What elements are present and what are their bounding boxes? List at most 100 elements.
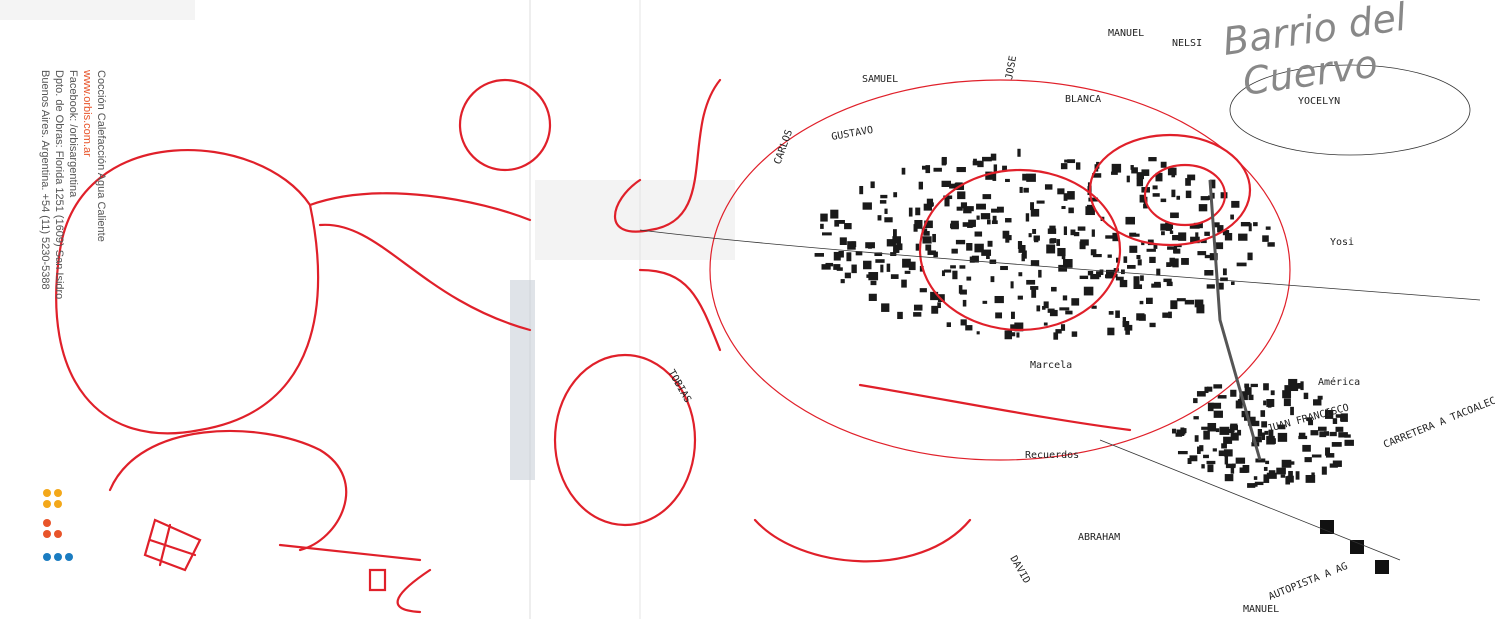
building [952,270,958,280]
building [897,311,903,320]
building [1195,232,1199,241]
building [946,322,951,328]
building [1212,402,1222,409]
building [1126,175,1130,183]
logo-dot [54,500,62,508]
building [921,165,927,170]
building [1073,231,1080,237]
building [1231,200,1240,208]
building [1201,426,1209,430]
building [1175,432,1183,437]
building [1222,230,1230,236]
building [1224,456,1229,465]
map-label: MANUEL [1108,28,1144,39]
building [1136,172,1145,180]
building [982,194,992,200]
building [1184,299,1195,305]
building [1122,317,1127,323]
building [1204,386,1209,394]
building [927,250,936,255]
building [862,202,872,210]
logo [43,489,73,561]
building [1335,426,1344,432]
map-label: MANUEL [1243,604,1279,615]
building [820,223,824,229]
building [1160,223,1170,231]
building [950,220,959,230]
building [965,325,973,331]
building [1122,321,1130,328]
building [1263,466,1268,471]
map-label: Recuerdos [1025,450,1079,461]
building [1166,262,1171,267]
building [1063,259,1073,268]
building [1050,238,1057,243]
building [1264,430,1269,435]
building [1185,190,1192,199]
building [1063,226,1068,236]
building [868,293,877,301]
map-label: BLANCA [1065,94,1101,105]
building [1197,251,1207,256]
building [863,260,872,270]
building [1043,322,1048,326]
building [1239,391,1248,401]
building [1106,269,1115,279]
building [1172,258,1179,268]
building [962,299,967,307]
building [1197,446,1201,454]
building [933,251,938,258]
building [976,203,986,210]
building [1017,295,1023,300]
building [1212,448,1217,452]
building [980,213,991,220]
building [1198,204,1208,212]
building [921,228,928,233]
building [1156,268,1161,276]
building [1005,236,1010,243]
building [1090,273,1100,280]
building [1244,387,1252,395]
building [1310,430,1319,436]
building [1289,461,1295,465]
building [1217,225,1224,233]
building [958,285,963,294]
building [1067,191,1075,200]
building [923,203,932,211]
building [1061,256,1066,260]
building [1209,253,1218,261]
building [1261,432,1266,440]
building [1090,249,1097,256]
building [1289,383,1299,392]
building [1270,390,1275,396]
building [1002,165,1007,171]
building [990,153,997,161]
building [1295,471,1300,480]
building [1280,474,1286,478]
logo-dot [65,553,73,561]
building [880,264,884,273]
building [931,305,939,314]
building [1071,298,1080,306]
building [1284,385,1291,391]
building [1146,248,1156,252]
building [1222,268,1227,276]
building [1263,400,1267,406]
building [1169,230,1174,234]
scan-noise [535,180,735,260]
building [1350,540,1364,554]
building [1224,232,1233,241]
building [1075,162,1081,170]
building [955,239,966,245]
building [1236,262,1247,267]
building [1105,235,1115,239]
building [1325,447,1331,456]
building [1088,197,1098,202]
building [1308,419,1314,426]
building [976,215,980,220]
building [1129,232,1137,237]
building [1137,259,1142,266]
building [991,208,999,213]
building [1230,389,1237,397]
building [1147,239,1154,246]
